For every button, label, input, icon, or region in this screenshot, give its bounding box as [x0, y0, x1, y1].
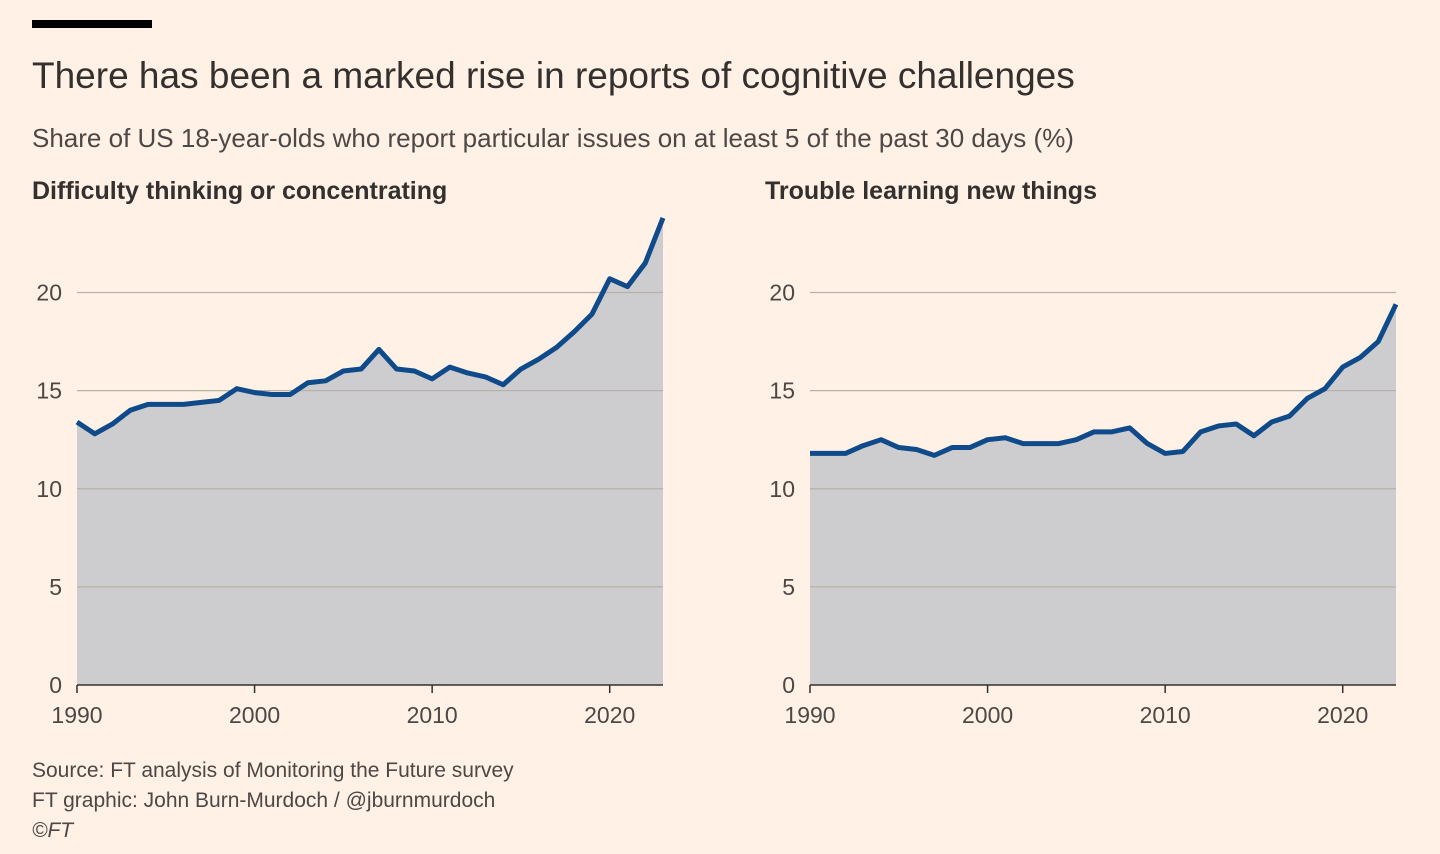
chart-title: There has been a marked rise in reports …: [32, 55, 1075, 96]
trouble-learning-ytick-label-5: 5: [782, 574, 795, 600]
trouble-learning-ytick-label-15: 15: [769, 378, 795, 404]
difficulty-thinking-series-line: [75, 217, 666, 437]
difficulty-thinking-area: [77, 217, 663, 686]
difficulty-thinking-xtick-label-2020: 2020: [584, 702, 635, 728]
difficulty-thinking-xtick-label-1990: 1990: [51, 702, 102, 728]
trouble-learning-xtick-label-2020: 2020: [1317, 702, 1368, 728]
trouble-learning-ytick-label-10: 10: [769, 476, 795, 502]
panel-title-trouble-learning: Trouble learning new things: [765, 177, 1097, 205]
panel-title-difficulty-thinking: Difficulty thinking or concentrating: [32, 177, 448, 205]
difficulty-thinking-xtick-label-2000: 2000: [229, 702, 280, 728]
difficulty-thinking-ytick-label-0: 0: [49, 672, 62, 698]
graphic-credit: FT graphic: John Burn-Murdoch / @jburnmu…: [32, 789, 496, 812]
trouble-learning-xtick-label-2000: 2000: [962, 702, 1013, 728]
trouble-learning-xtick-label-2010: 2010: [1140, 702, 1191, 728]
source-note: Source: FT analysis of Monitoring the Fu…: [32, 759, 514, 782]
chart-subtitle: Share of US 18-year-olds who report part…: [32, 123, 1074, 153]
difficulty-thinking-ytick-label-20: 20: [36, 280, 62, 306]
copyright: ©FT: [32, 819, 74, 842]
trouble-learning-series-line: [810, 303, 1399, 458]
difficulty-thinking-xtick-label-2010: 2010: [407, 702, 458, 728]
ft-top-rule: [32, 20, 152, 28]
difficulty-thinking-ytick-label-15: 15: [36, 378, 62, 404]
difficulty-thinking-ytick-label-10: 10: [36, 476, 62, 502]
difficulty-thinking-ytick-label-5: 5: [49, 574, 62, 600]
trouble-learning-xtick-label-1990: 1990: [784, 702, 835, 728]
trouble-learning-ytick-label-20: 20: [769, 280, 795, 306]
trouble-learning-ytick-label-0: 0: [782, 672, 795, 698]
trouble-learning-area: [810, 304, 1396, 685]
